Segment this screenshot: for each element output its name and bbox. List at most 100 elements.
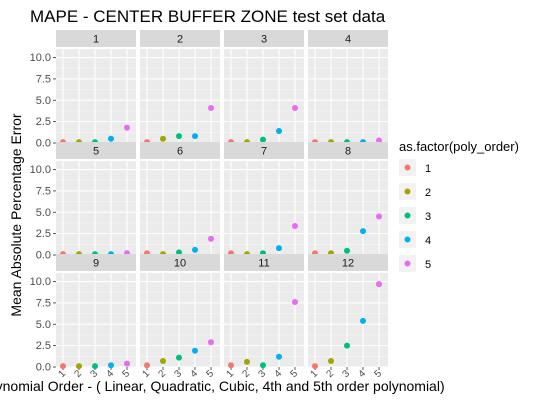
data-point [60, 363, 66, 370]
data-point [376, 281, 382, 288]
facet-strip [56, 254, 136, 271]
y-tick-label: 5.0 [36, 95, 51, 107]
facet-strip [308, 30, 388, 47]
data-point [292, 299, 298, 306]
y-tick-label: 2.5 [36, 340, 51, 352]
facet-label: 4 [345, 34, 351, 46]
legend-title: as.factor(poly_order) [399, 139, 519, 154]
legend-marker [404, 164, 411, 171]
data-point [192, 347, 198, 354]
facet-strip [140, 142, 220, 159]
panel-background [56, 49, 136, 143]
data-point [344, 342, 350, 349]
y-axis-label: Mean Absolute Percentage Error [8, 113, 24, 316]
data-point [260, 136, 266, 143]
facet-label: 2 [177, 34, 183, 46]
panel-background [308, 161, 388, 255]
legend-label: 4 [425, 235, 431, 247]
y-tick-label: 2.5 [36, 228, 51, 240]
facet-strip [224, 142, 304, 159]
y-tick-label: 10.0 [30, 164, 51, 176]
data-point [124, 360, 130, 367]
data-point [292, 222, 298, 229]
facet-strip [224, 254, 304, 271]
data-point [260, 362, 266, 369]
facet-strip [56, 142, 136, 159]
legend-marker [404, 260, 411, 267]
panel-background [56, 273, 136, 367]
x-axis-label: Polynomial Order - ( Linear, Quadratic, … [0, 378, 445, 394]
legend-label: 3 [425, 211, 431, 223]
data-point [92, 363, 98, 370]
data-point [360, 317, 366, 324]
facet-strip [140, 30, 220, 47]
data-point [276, 353, 282, 360]
panel-background [308, 273, 388, 367]
data-point [376, 213, 382, 220]
facet-strip [308, 254, 388, 271]
panel-background [224, 273, 304, 367]
data-point [192, 133, 198, 140]
data-point [360, 228, 366, 235]
data-point [124, 124, 130, 131]
panel-background [224, 161, 304, 255]
y-tick-label: 7.5 [36, 73, 51, 85]
data-point [208, 339, 214, 346]
legend-label: 1 [425, 163, 431, 175]
data-point [160, 358, 166, 365]
facet-label: 5 [93, 146, 99, 158]
panel-background [140, 273, 220, 367]
data-point [276, 245, 282, 252]
data-point [176, 354, 182, 361]
data-point [208, 104, 214, 111]
facet-label: 11 [258, 258, 269, 270]
facet-label: 6 [177, 146, 183, 158]
data-point [276, 128, 282, 135]
y-tick-label: 0.0 [36, 138, 51, 150]
data-point [328, 358, 334, 365]
legend-marker [404, 236, 411, 243]
panel-background [140, 161, 220, 255]
data-point [108, 362, 114, 369]
data-point [344, 247, 350, 254]
data-point [228, 362, 234, 369]
facet-strip [56, 30, 136, 47]
y-tick-label: 5.0 [36, 319, 51, 331]
legend-marker [404, 212, 411, 219]
facet-label: 1 [93, 34, 99, 46]
y-tick-label: 7.5 [36, 185, 51, 197]
y-tick-label: 2.5 [36, 116, 51, 128]
data-point [144, 362, 150, 369]
data-point [208, 235, 214, 242]
data-point [312, 363, 318, 370]
y-tick-label: 10.0 [30, 52, 51, 64]
facet-strip [308, 142, 388, 159]
facet-label: 8 [345, 146, 351, 158]
facet-strip [224, 30, 304, 47]
y-tick-label: 10.0 [30, 276, 51, 288]
facet-label: 3 [261, 34, 267, 46]
facet-label: 12 [342, 258, 354, 270]
facet-label: 7 [261, 146, 267, 158]
data-point [176, 133, 182, 140]
data-point [192, 246, 198, 253]
data-point [244, 358, 250, 365]
facet-label: 9 [93, 258, 99, 270]
data-point [376, 137, 382, 144]
facet-label: 10 [174, 258, 186, 270]
panel-background [140, 49, 220, 143]
chart-title: MAPE - CENTER BUFFER ZONE test set data [30, 7, 386, 26]
data-point [160, 135, 166, 142]
y-tick-label: 0.0 [36, 250, 51, 262]
legend-label: 2 [425, 187, 431, 199]
legend-label: 5 [425, 259, 431, 271]
data-point [108, 135, 114, 142]
data-point [76, 363, 82, 370]
legend-marker [404, 188, 411, 195]
y-tick-label: 0.0 [36, 362, 51, 374]
panel-background [224, 49, 304, 143]
facet-strip [140, 254, 220, 271]
data-point [176, 249, 182, 256]
panel-background [56, 161, 136, 255]
